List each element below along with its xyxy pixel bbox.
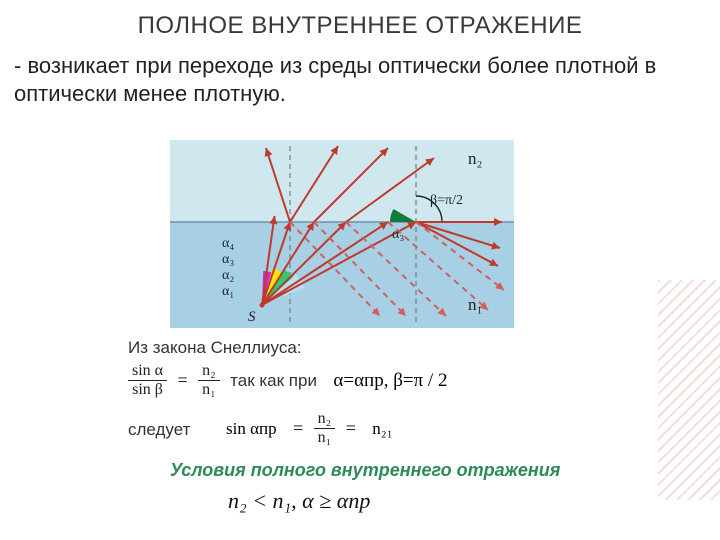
svg-text:S: S: [248, 309, 256, 325]
svg-text:β=π/2: β=π/2: [430, 193, 463, 208]
rhs-fraction: n₂ n₁: [198, 362, 220, 399]
svg-text:α₁: α₁: [222, 284, 234, 299]
subtitle-text: - возникает при переходе из среды оптиче…: [14, 52, 694, 107]
formula-row-2: sin αпр = n₂ n₁ = n₂₁: [220, 410, 399, 447]
since-math: α=αпр, β=π / 2: [333, 370, 447, 392]
f2-eq2: =: [346, 418, 356, 439]
rhs-num: n₂: [198, 362, 220, 380]
slide: ПОЛНОЕ ВНУТРЕННЕЕ ОТРАЖЕНИЕ - возникает …: [0, 0, 720, 540]
rhs-den: n₁: [198, 380, 220, 399]
conditions-title: Условия полного внутреннего отражения: [170, 460, 560, 481]
f2-rhs: n₂₁: [372, 419, 392, 439]
snell-intro-text: Из закона Снеллиуса:: [128, 338, 302, 358]
total-internal-reflection-diagram: Sn₂n₁α₁α₂α₃α₄α₃β=π/2: [170, 140, 514, 328]
since-text: так как при: [230, 371, 317, 391]
page-title: ПОЛНОЕ ВНУТРЕННЕЕ ОТРАЖЕНИЕ: [60, 12, 660, 40]
f2-fraction: n₂ n₁: [314, 410, 336, 447]
svg-text:n₂: n₂: [468, 149, 482, 168]
figure-panel: Sn₂n₁α₁α₂α₃α₄α₃β=π/2 Из закона Снеллиуса…: [128, 132, 588, 522]
formula-row-1: sin α sin β = n₂ n₁ так как при α=αпр, β…: [128, 362, 588, 406]
eq-sign-1: =: [178, 370, 188, 391]
svg-text:α₃: α₃: [222, 252, 234, 267]
lhs-num: sin α: [128, 362, 167, 380]
follows-text: следует: [128, 420, 190, 440]
lhs-den: sin β: [128, 380, 167, 399]
svg-text:α₃: α₃: [392, 227, 404, 242]
f2-lhs: sin αпр: [226, 419, 277, 439]
f2-den: n₁: [314, 428, 336, 447]
decorative-stripes: [658, 280, 720, 500]
svg-text:α₄: α₄: [222, 236, 234, 251]
svg-text:n₁: n₁: [468, 295, 482, 314]
f2-num: n₂: [314, 410, 336, 428]
lhs-fraction: sin α sin β: [128, 362, 167, 399]
svg-text:α₂: α₂: [222, 268, 234, 283]
f2-eq1: =: [293, 418, 303, 439]
conditions-math: n₂ < n₁, α ≥ αпр: [228, 488, 370, 514]
